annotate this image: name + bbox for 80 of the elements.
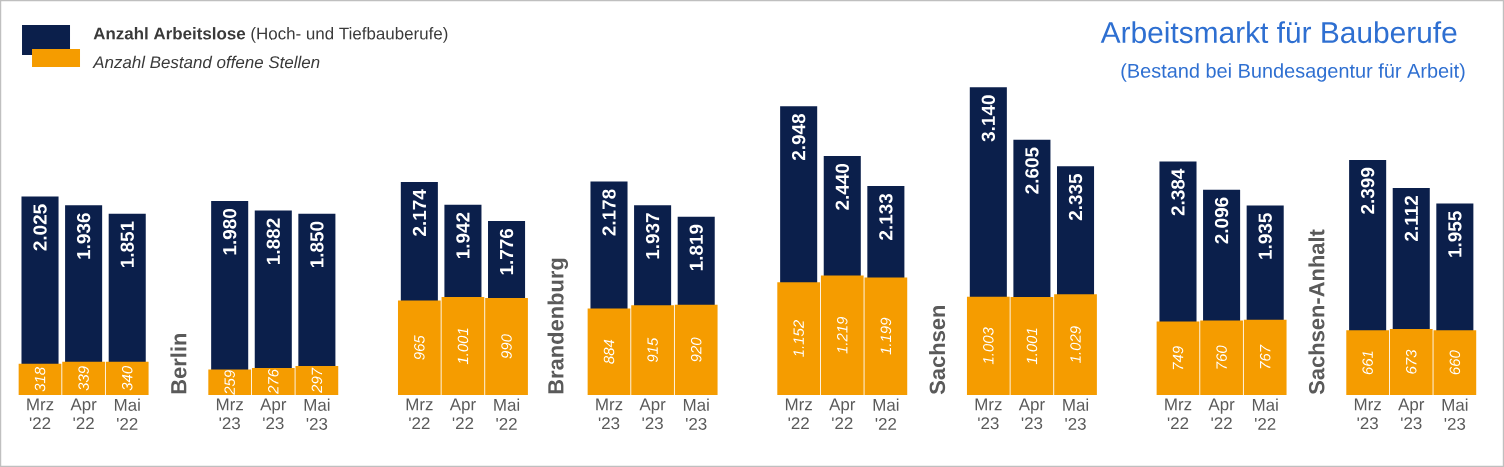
x-tick-label: Apr '23 [1398,398,1425,430]
data-label: 2.178 [602,189,616,236]
legend-label: Anzahl Bestand offene Stellen [92,55,320,69]
x-tick-label: Apr '22 [449,398,476,430]
x-tick-label: Mai '23 [683,398,709,430]
data-label: 1.776 [499,228,514,275]
x-tick-label: Mai '22 [114,398,140,430]
data-label: 760 [1216,345,1227,369]
x-tick-label: Mrz '23 [975,398,1002,430]
x-tick-label: Mrz '23 [216,398,243,430]
chart-title: Arbeitsmarkt für Bauberufe [1100,21,1457,44]
data-label: 1.003 [983,327,994,365]
data-label: 673 [1405,349,1417,374]
data-label: 1.029 [1070,326,1081,363]
data-label: 259 [224,370,235,395]
x-tick-label: Mai '23 [304,398,330,430]
data-label: 2.112 [1404,196,1418,241]
x-tick-label: Mrz '22 [785,398,812,430]
data-label: 1.935 [1258,213,1272,259]
data-label: 1.980 [222,208,237,255]
x-tick-label: Mai '23 [1063,398,1089,430]
data-label: 1.219 [836,316,848,354]
data-label: 1.937 [645,213,660,259]
data-label: 915 [647,337,658,363]
data-label: 1.851 [120,221,134,268]
data-label: 318 [34,367,46,392]
data-label: 297 [311,367,323,393]
data-label: 2.025 [33,204,47,251]
data-label: 1.850 [310,221,324,268]
x-tick-label: Mrz '23 [1354,398,1381,430]
x-tick-label: Apr '23 [639,398,666,430]
x-tick-label: Apr '22 [70,398,97,430]
data-label: 2.399 [1360,167,1375,214]
data-label: 884 [603,339,615,364]
data-label: 3.140 [981,95,996,142]
annotation: Brandenburg [547,258,569,394]
data-label: 920 [690,337,702,362]
x-tick-label: Mai '22 [494,398,520,430]
x-tick-label: Apr '23 [260,398,287,430]
x-tick-label: Mai '22 [873,398,899,430]
data-label: 2.948 [791,113,806,161]
data-label: 2.096 [1214,197,1229,244]
annotation: Sachsen-Anhalt [1308,229,1325,395]
x-tick-label: Apr '22 [829,398,856,430]
data-label: 1.955 [1448,211,1462,257]
data-label: 2.605 [1025,147,1039,194]
data-label: 2.440 [835,163,849,210]
data-label: 767 [1259,344,1271,369]
x-tick-label: Mrz '23 [596,398,623,430]
x-tick-label: Mrz '22 [406,398,433,430]
data-label: 276 [267,369,279,395]
data-label: 1.882 [266,218,280,264]
legend-label: Anzahl Arbeitslose (Hoch- und Tiefbauberufe) [93,27,448,43]
x-tick-label: Apr '22 [1208,398,1235,430]
data-label: 1.942 [456,212,470,259]
data-label: 340 [121,365,133,391]
data-label: 661 [1362,351,1373,375]
data-label: 339 [78,366,89,391]
x-tick-label: Mai '23 [1442,398,1468,430]
data-label: 1.819 [689,224,703,271]
data-label: 1.001 [1026,328,1038,365]
x-tick-label: Mrz '22 [27,398,54,430]
x-tick-label: Mai '22 [1252,398,1278,430]
data-label: 2.384 [1171,168,1185,216]
data-label: 2.133 [879,193,893,240]
data-label: 1.001 [457,328,469,365]
chart-subtitle: (Bestand bei Bundesagentur für Arbeit) [1121,63,1465,82]
data-label: 2.335 [1068,173,1083,221]
data-label: 1.152 [793,320,804,357]
data-label: 2.174 [412,189,426,236]
x-tick-label: Apr '23 [1018,398,1045,430]
data-label: 1.199 [880,317,892,355]
data-label: 965 [414,335,425,360]
data-label: 1.936 [76,213,91,259]
data-label: 660 [1449,350,1461,375]
x-tick-label: Mrz '22 [1165,398,1192,430]
annotation: Sachsen [929,306,946,395]
data-label: 990 [501,334,512,359]
data-label: 749 [1172,346,1184,370]
annotation: Berlin [170,334,187,394]
